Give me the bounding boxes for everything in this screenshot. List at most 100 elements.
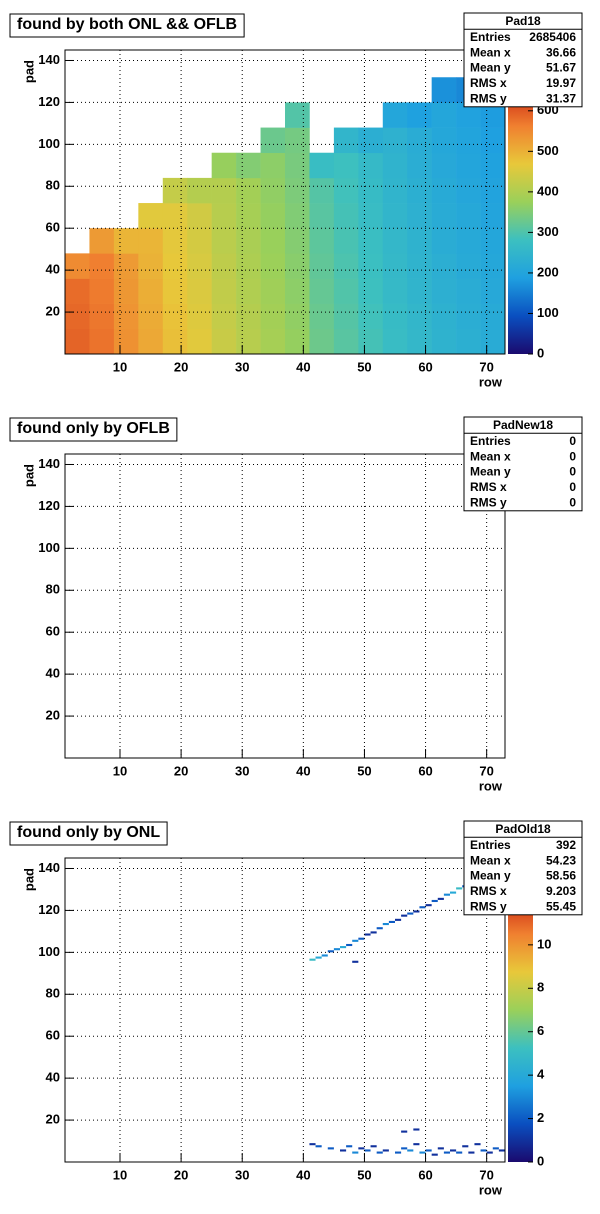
- stats-value: 392: [556, 838, 576, 852]
- heat-cell: [407, 127, 432, 154]
- stats-label: Mean x: [470, 853, 511, 867]
- heat-cell: [431, 278, 457, 304]
- heat-cell: [187, 203, 212, 229]
- heat-cell: [187, 303, 212, 330]
- y-tick-label: 40: [46, 1070, 60, 1085]
- x-axis-label: row: [479, 778, 503, 793]
- heat-cell: [370, 931, 377, 934]
- heat-cell: [413, 1128, 420, 1131]
- x-axis-label: row: [479, 374, 503, 389]
- z-tick-label: 4: [537, 1067, 545, 1082]
- heat-cell: [456, 152, 481, 179]
- heat-cell: [89, 228, 115, 254]
- heat-cell: [395, 918, 402, 921]
- cells: [309, 866, 505, 1156]
- heat-cell: [138, 278, 164, 304]
- stats-title: PadOld18: [495, 822, 551, 836]
- heat-cell: [407, 152, 432, 179]
- z-tick-label: 0: [537, 1153, 544, 1168]
- heat-cell: [211, 228, 237, 254]
- heat-cell: [437, 1147, 444, 1150]
- heat-cell: [480, 328, 506, 355]
- heat-cell: [321, 954, 328, 957]
- heat-cell: [285, 278, 310, 304]
- z-tick-label: 10: [537, 936, 551, 951]
- heat-cell: [456, 303, 481, 330]
- stats-value: 0: [569, 465, 576, 479]
- heat-cell: [187, 253, 212, 279]
- y-tick-label: 100: [38, 136, 60, 151]
- heat-cell: [431, 127, 457, 154]
- heat-cell: [407, 102, 432, 128]
- x-tick-label: 50: [357, 359, 371, 374]
- x-tick-label: 20: [174, 1167, 188, 1182]
- heat-cell: [431, 77, 457, 103]
- heat-cell: [382, 253, 408, 279]
- heat-cell: [327, 1147, 334, 1150]
- heat-cell: [352, 1151, 359, 1154]
- heat-cell: [431, 328, 457, 355]
- z-tick-label: 0: [537, 345, 544, 360]
- y-tick-label: 100: [38, 540, 60, 555]
- heat-cell: [407, 328, 432, 355]
- y-tick-label: 20: [46, 304, 60, 319]
- heat-cell: [358, 253, 384, 279]
- x-axis-label: row: [479, 1182, 503, 1197]
- heat-cell: [89, 303, 115, 330]
- heat-cell: [211, 152, 237, 179]
- heat-cell: [407, 228, 432, 254]
- y-tick-label: 20: [46, 1112, 60, 1127]
- heat-cell: [407, 253, 432, 279]
- stats-label: RMS x: [470, 480, 507, 494]
- heat-cell: [425, 904, 432, 907]
- z-tick-label: 100: [537, 305, 559, 320]
- heat-cell: [236, 228, 261, 254]
- title-box: [9, 13, 245, 38]
- heat-cell: [443, 893, 450, 896]
- heat-cell: [370, 1145, 377, 1148]
- heat-cell: [236, 152, 261, 179]
- heat-cell: [346, 1145, 353, 1148]
- heat-cell: [462, 1145, 469, 1148]
- heat-cell: [480, 1149, 487, 1152]
- heat-cell: [358, 127, 384, 154]
- heat-cell: [456, 887, 463, 890]
- heat-cell: [162, 328, 188, 355]
- z-tick-label: 2: [537, 1110, 544, 1125]
- heat-cell: [285, 228, 310, 254]
- heat-cell: [456, 177, 481, 204]
- heat-cell: [407, 1149, 414, 1152]
- stats-box: [463, 416, 583, 512]
- heat-cell: [309, 328, 335, 355]
- heat-cell: [431, 102, 457, 128]
- heat-cell: [309, 253, 335, 279]
- y-tick-label: 80: [46, 986, 60, 1001]
- heat-cell: [113, 253, 139, 279]
- heat-cell: [89, 328, 115, 355]
- heat-cell: [285, 203, 310, 229]
- y-tick-label: 60: [46, 1028, 60, 1043]
- heat-cell: [333, 203, 359, 229]
- heat-cell: [333, 228, 359, 254]
- heat-cell: [382, 1149, 389, 1152]
- title-box: [9, 417, 178, 442]
- heat-cell: [260, 228, 286, 254]
- heat-cell: [236, 328, 261, 355]
- chart-title: found only by OFLB: [17, 420, 170, 437]
- heat-cell: [388, 920, 395, 923]
- heat-cell: [260, 253, 286, 279]
- heat-cell: [236, 303, 261, 330]
- heat-cell: [187, 177, 212, 204]
- y-axis-label: pad: [21, 60, 36, 83]
- heat-cell: [358, 203, 384, 229]
- heat-cell: [401, 1147, 408, 1150]
- heat-cell: [468, 1151, 475, 1154]
- heat-cell: [113, 303, 139, 330]
- heat-cell: [382, 278, 408, 304]
- heat-cell: [260, 328, 286, 355]
- plot-frame-border: [64, 857, 506, 1163]
- y-tick-label: 60: [46, 220, 60, 235]
- heat-cell: [480, 278, 506, 304]
- heat-cell: [413, 910, 420, 913]
- heat-cell: [89, 253, 115, 279]
